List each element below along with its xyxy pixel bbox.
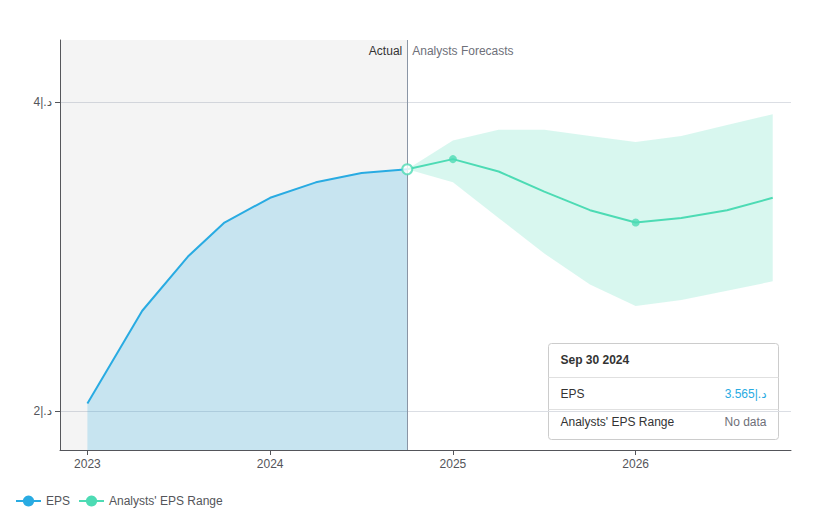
svg-text:2|.د: 2|.د [34,404,52,418]
svg-text:Analysts' EPS Range: Analysts' EPS Range [109,494,223,508]
svg-text:4|.د: 4|.د [34,95,52,109]
svg-text:2026: 2026 [622,457,649,471]
svg-text:Actual: Actual [369,44,402,58]
svg-text:EPS: EPS [561,387,585,401]
svg-text:3.565|.د: 3.565|.د [725,387,767,401]
svg-text:2023: 2023 [74,457,101,471]
svg-text:2024: 2024 [257,457,284,471]
svg-text:Analysts' EPS Range: Analysts' EPS Range [561,415,675,429]
svg-text:Sep 30 2024: Sep 30 2024 [561,353,630,367]
svg-text:EPS: EPS [46,494,70,508]
svg-text:2025: 2025 [440,457,467,471]
svg-text:No data: No data [724,415,766,429]
svg-text:Analysts Forecasts: Analysts Forecasts [412,44,513,58]
